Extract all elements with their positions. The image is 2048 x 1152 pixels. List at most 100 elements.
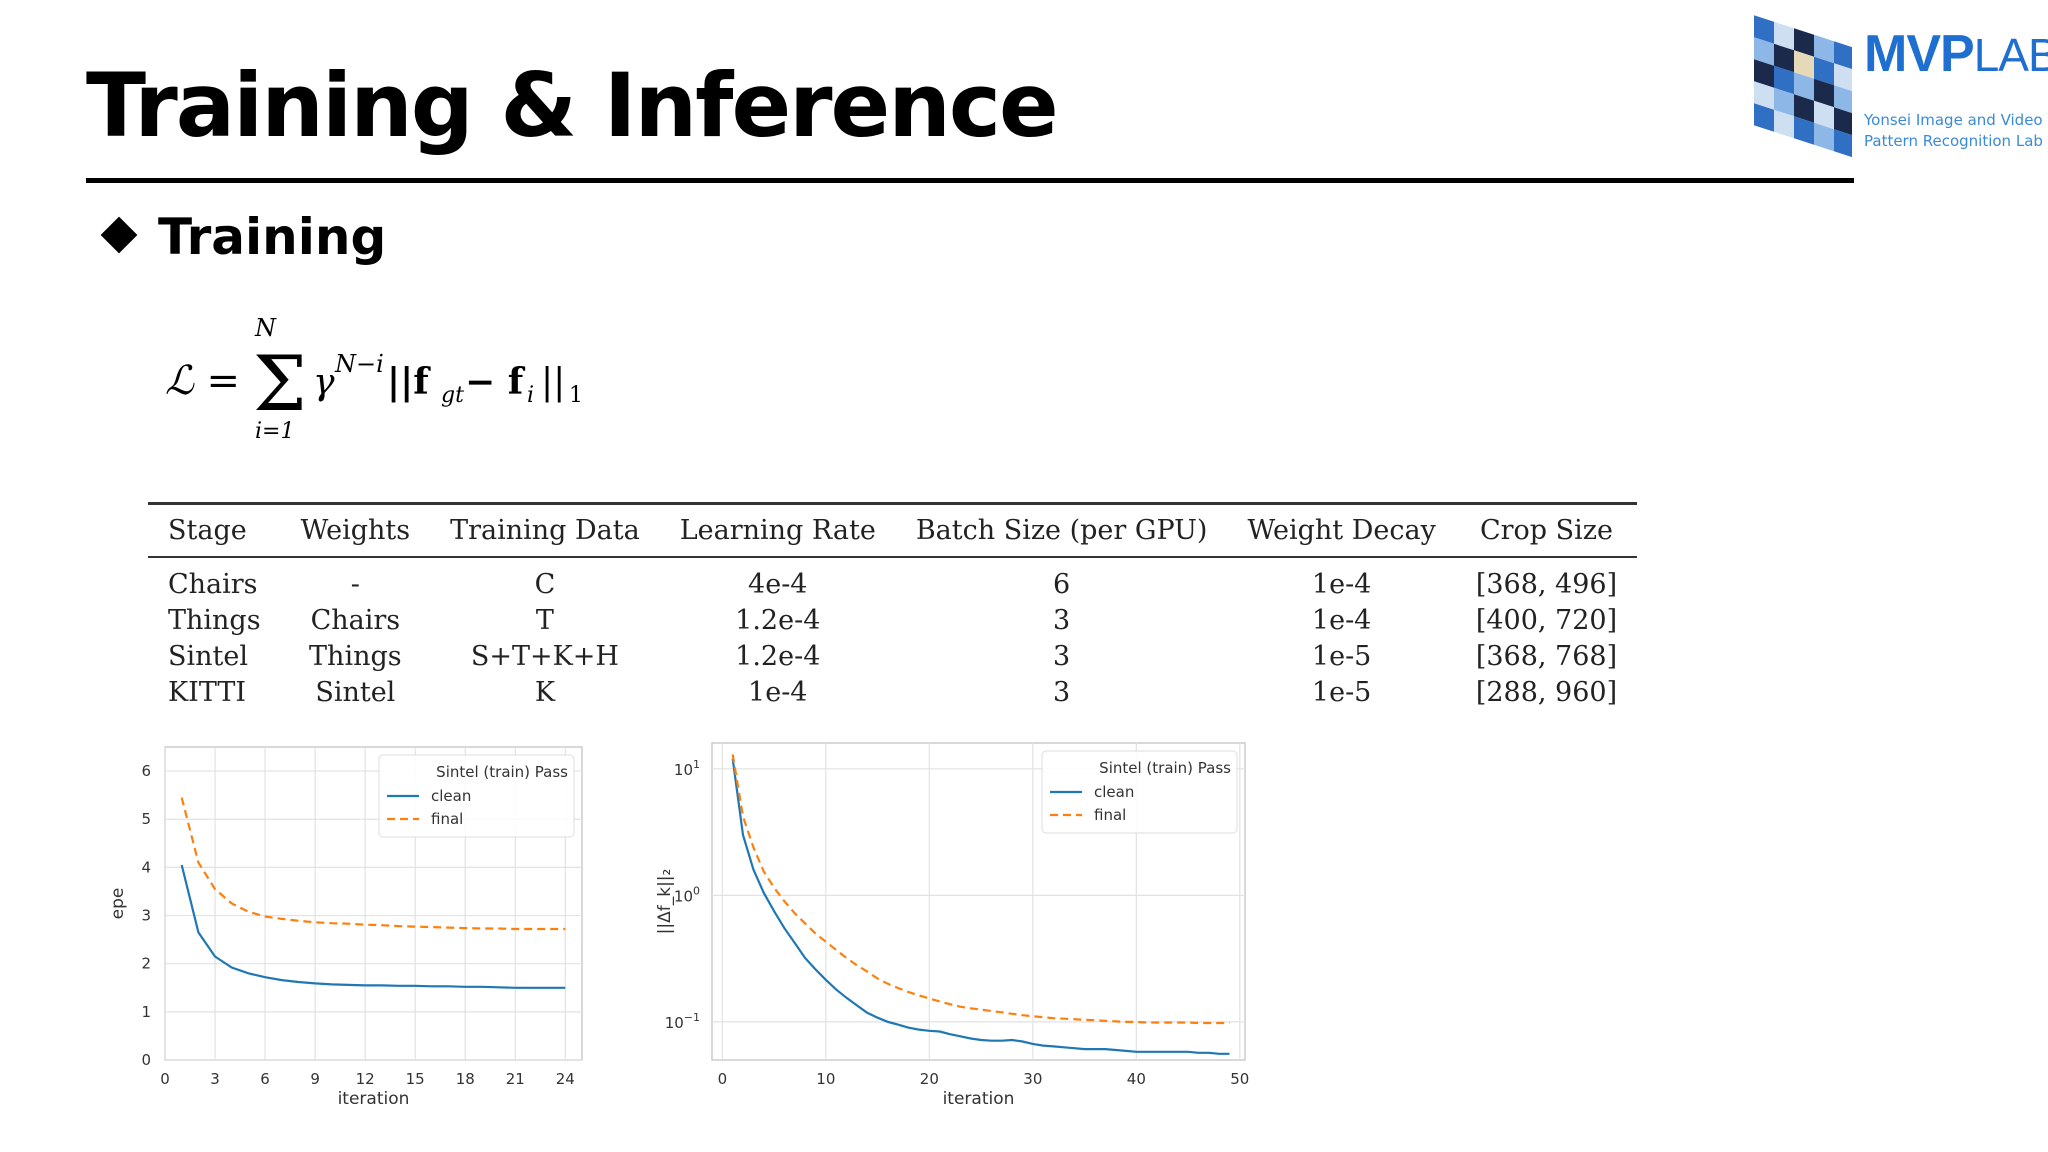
y-tick-label: 2 <box>141 955 151 973</box>
lab-logo: MVPLAB Yonsei Image and Video Pattern Re… <box>1750 8 2048 178</box>
table-cell: 4e-4 <box>748 569 808 600</box>
y-tick-label: 0 <box>141 1051 151 1069</box>
x-axis-label: iteration <box>943 1089 1015 1109</box>
table-cell: [288, 960] <box>1475 677 1618 708</box>
epe-vs-iteration-chart: 0 3 6 9 12 15 18 21 240123456iterationepeSintel … <box>110 746 583 1109</box>
legend-title: Sintel (train) Pass <box>436 763 568 781</box>
formula-gt-sub: gt <box>441 383 464 408</box>
y-tick-label: 10−1 <box>665 1011 700 1032</box>
loss-formula: ℒ = N Σ i=1 γ N−i ||f gt − f i || 1 <box>165 314 583 444</box>
table-cell: T <box>535 605 554 636</box>
table-cell: 1e-4 <box>1311 569 1372 600</box>
table-cell: 1e-5 <box>1311 641 1372 672</box>
x-tick-label: 0 <box>160 1070 170 1088</box>
table-cell: 1e-4 <box>1311 605 1372 636</box>
x-tick-label: 15 <box>406 1070 425 1088</box>
formula-norm-open: ||f <box>387 361 431 403</box>
table-cell: C <box>534 569 556 600</box>
x-tick-label: 21 <box>506 1070 525 1088</box>
formula-norm-close: || <box>541 362 565 403</box>
legend-label: clean <box>1094 783 1134 801</box>
x-tick-label: 10 <box>816 1070 835 1088</box>
formula-upper-limit: N <box>254 314 277 342</box>
update-norm-vs-iteration-chart: 0 10 20 30 40 50 101 100 10−1 iteration ||Δf_k||₂ S… <box>655 742 1249 1109</box>
table-cell: Things <box>168 605 261 636</box>
x-tick-label: 18 <box>456 1070 475 1088</box>
table-cell: Sintel <box>168 641 248 672</box>
x-tick-label: 30 <box>1023 1070 1042 1088</box>
table-cell: Chairs <box>310 605 401 636</box>
series-line-clean <box>731 758 1230 1055</box>
table-cell: K <box>534 677 555 708</box>
legend-label: final <box>431 810 463 828</box>
y-tick-label: 4 <box>141 858 151 876</box>
x-tick-label: 0 <box>718 1070 728 1088</box>
logo-mosaic-icon <box>1754 15 1852 158</box>
table-header-cell: Stage <box>168 515 247 546</box>
y-tick-label: 5 <box>141 810 151 828</box>
x-tick-label: 6 <box>260 1070 270 1088</box>
table-cell: 3 <box>1053 641 1071 672</box>
formula-sigma-icon: Σ <box>253 339 307 428</box>
formula-lhs: ℒ = <box>165 358 240 404</box>
x-tick-label: 20 <box>920 1070 939 1088</box>
x-tick-label: 40 <box>1127 1070 1146 1088</box>
x-tick-label: 50 <box>1230 1070 1249 1088</box>
x-axis-label: iteration <box>338 1089 410 1109</box>
table-header-cell: Weights <box>300 515 411 546</box>
legend-title: Sintel (train) Pass <box>1099 759 1231 777</box>
table-cell: Things <box>309 641 402 672</box>
y-tick-label: 1 <box>141 1003 151 1021</box>
y-axis-label: epe <box>110 888 128 920</box>
table-header-cell: Crop Size <box>1479 515 1613 546</box>
title-divider <box>86 178 1854 183</box>
series-line-clean <box>180 864 566 989</box>
training-hyperparameter-table: Stage Weights Training Data Learning Rat… <box>148 502 1638 711</box>
table-header-cell: Batch Size (per GPU) <box>915 515 1208 546</box>
table-cell: Chairs <box>168 569 258 600</box>
table-cell: 6 <box>1053 569 1071 600</box>
table-cell: 1.2e-4 <box>735 605 821 636</box>
y-axis-label: ||Δf_k||₂ <box>655 869 675 935</box>
table-cell: 3 <box>1053 677 1071 708</box>
slide-title: Training & Inference <box>86 54 1059 157</box>
formula-lower-limit: i=1 <box>255 419 294 444</box>
table-cell: 3 <box>1053 605 1071 636</box>
y-tick-label: 101 <box>674 758 700 779</box>
legend-box <box>1041 750 1238 834</box>
formula-gamma: γ <box>313 362 335 403</box>
logo-subtitle-line2: Pattern Recognition Lab <box>1864 132 2043 150</box>
table-cell: Sintel <box>315 677 396 708</box>
x-tick-label: 3 <box>210 1070 220 1088</box>
x-tick-label: 24 <box>556 1070 575 1088</box>
table-cell: [368, 496] <box>1475 569 1618 600</box>
table-cell: [368, 768] <box>1475 641 1618 672</box>
logo-subtitle-line1: Yonsei Image and Video <box>1864 111 2043 129</box>
table-row: Sintel Things S+T+K+H 1.2e-4 3 1e-5 [368… <box>148 639 1637 675</box>
formula-norm-sub: 1 <box>569 383 583 408</box>
table-row: KITTI Sintel K 1e-4 3 1e-5 [288, 960] <box>148 675 1637 711</box>
formula-exponent: N−i <box>334 350 384 378</box>
legend-box <box>378 754 575 838</box>
table-cell: KITTI <box>168 677 247 708</box>
y-tick-label: 3 <box>141 907 151 925</box>
table-cell: 1e-4 <box>748 677 808 708</box>
table-row: Chairs - C 4e-4 6 1e-4 [368, 496] <box>148 557 1637 603</box>
legend-label: clean <box>431 787 471 805</box>
x-tick-label: 9 <box>310 1070 320 1088</box>
table-cell: 1.2e-4 <box>735 641 821 672</box>
table-cell: [400, 720] <box>1475 605 1618 636</box>
diamond-bullet-icon <box>100 216 138 254</box>
table-header-cell: Learning Rate <box>679 515 876 546</box>
series-line-final <box>731 754 1230 1025</box>
formula-minus: − f <box>465 361 526 403</box>
table-cell: 1e-5 <box>1311 677 1372 708</box>
table-header-cell: Weight Decay <box>1247 515 1436 546</box>
table-row: Things Chairs T 1.2e-4 3 1e-4 [400, 720] <box>148 603 1637 639</box>
y-tick-label: 100 <box>674 884 700 905</box>
formula-i-sub: i <box>527 383 534 408</box>
section-heading: Training <box>158 208 387 266</box>
y-tick-label: 6 <box>141 762 151 780</box>
table-cell: - <box>350 569 360 600</box>
legend-label: final <box>1094 806 1126 824</box>
